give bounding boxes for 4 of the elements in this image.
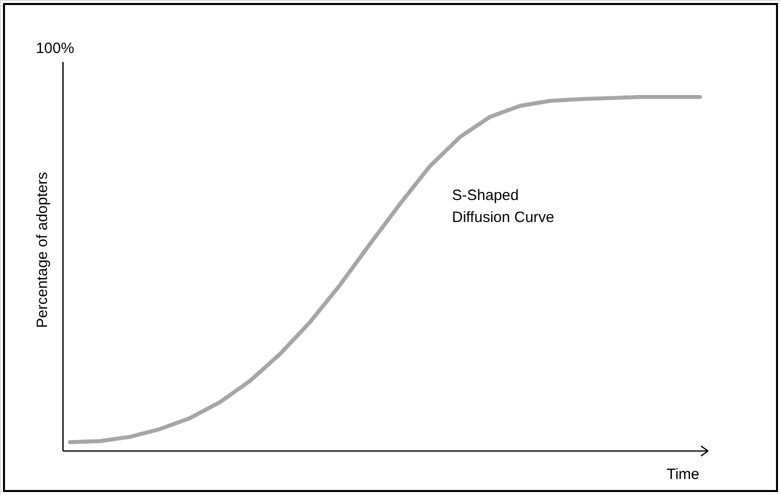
text: 100% (36, 40, 74, 57)
x-axis-title: Time (666, 466, 700, 483)
annotation: S-Shaped Diffusion Curve (452, 187, 554, 226)
y-axis-title: Percentage of adopters (34, 172, 51, 328)
